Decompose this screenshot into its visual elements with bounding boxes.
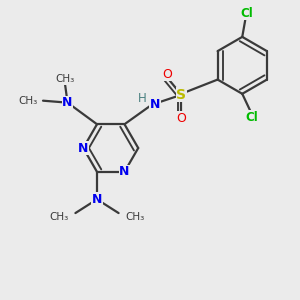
- Text: CH₃: CH₃: [55, 74, 74, 84]
- Text: O: O: [176, 112, 186, 125]
- Text: N: N: [78, 142, 88, 154]
- Text: CH₃: CH₃: [19, 96, 38, 106]
- Text: N: N: [92, 193, 102, 206]
- Text: H: H: [138, 92, 146, 105]
- Text: CH₃: CH₃: [49, 212, 68, 222]
- Text: Cl: Cl: [241, 7, 253, 20]
- Text: N: N: [119, 165, 130, 178]
- Text: Cl: Cl: [246, 111, 258, 124]
- Text: N: N: [150, 98, 160, 111]
- Text: CH₃: CH₃: [125, 212, 145, 222]
- Text: S: S: [176, 88, 186, 102]
- Text: O: O: [163, 68, 172, 81]
- Text: N: N: [62, 96, 73, 109]
